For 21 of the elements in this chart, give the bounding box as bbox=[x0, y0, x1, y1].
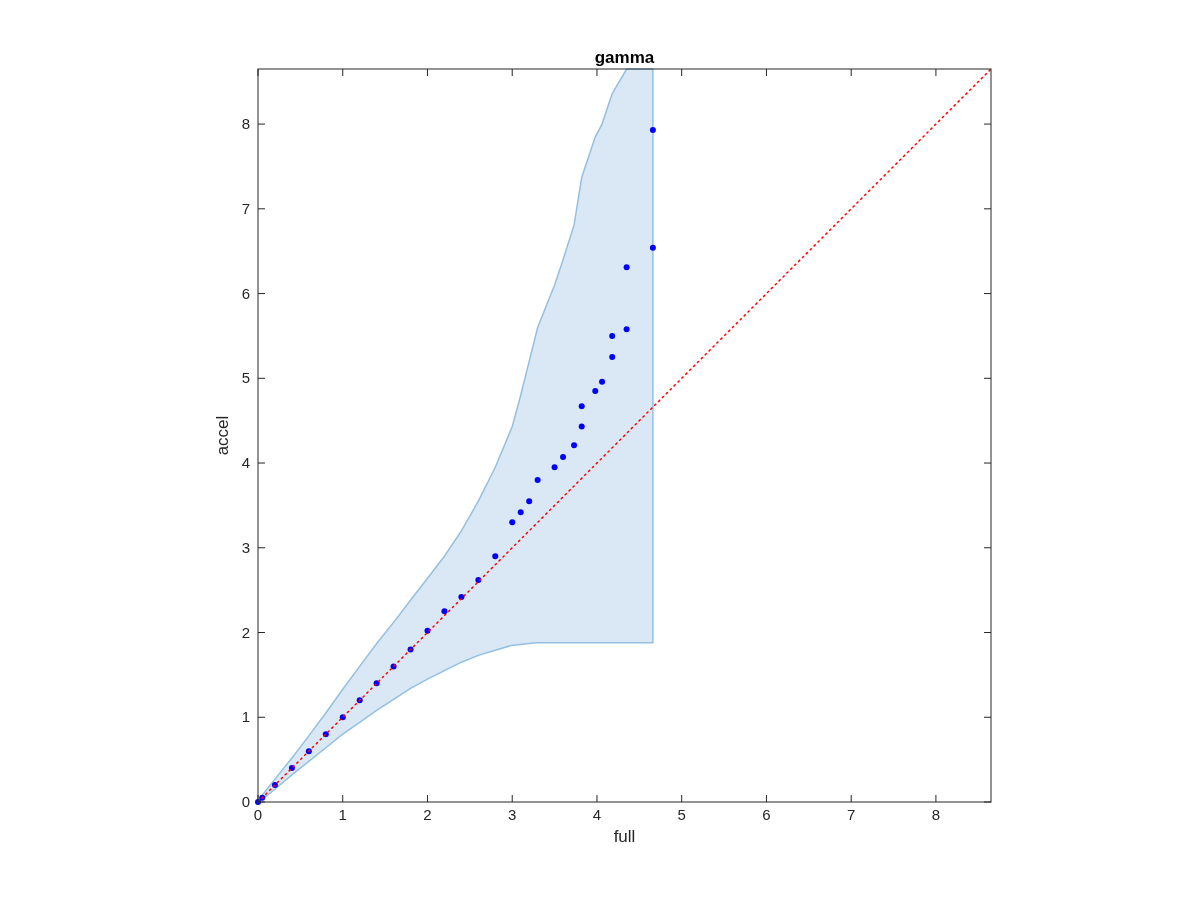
y-tick-label: 4 bbox=[241, 454, 250, 472]
x-tick-label: 1 bbox=[338, 806, 347, 823]
y-tick-label: 8 bbox=[241, 115, 250, 133]
x-tick-label: 3 bbox=[508, 806, 517, 823]
x-tick-label: 6 bbox=[762, 806, 771, 823]
y-tick-label: 2 bbox=[241, 623, 250, 641]
y-tick-label: 1 bbox=[241, 708, 250, 726]
y-axis-title: accel bbox=[213, 415, 232, 456]
x-tick-label: 7 bbox=[847, 806, 856, 823]
x-tick-label: 2 bbox=[423, 806, 432, 823]
x-axis-title: full bbox=[613, 827, 636, 846]
x-tick-label: 0 bbox=[253, 806, 263, 823]
chart-title: gamma bbox=[594, 48, 655, 67]
y-tick-label: 0 bbox=[241, 793, 250, 810]
y-tick-label: 5 bbox=[241, 369, 250, 387]
y-tick-label: 3 bbox=[241, 538, 250, 556]
x-tick-label: 4 bbox=[592, 806, 602, 823]
x-tick-label: 8 bbox=[931, 806, 941, 823]
y-tick-label: 6 bbox=[241, 284, 250, 302]
x-tick-label: 5 bbox=[677, 806, 686, 823]
y-tick-label: 7 bbox=[241, 199, 250, 217]
